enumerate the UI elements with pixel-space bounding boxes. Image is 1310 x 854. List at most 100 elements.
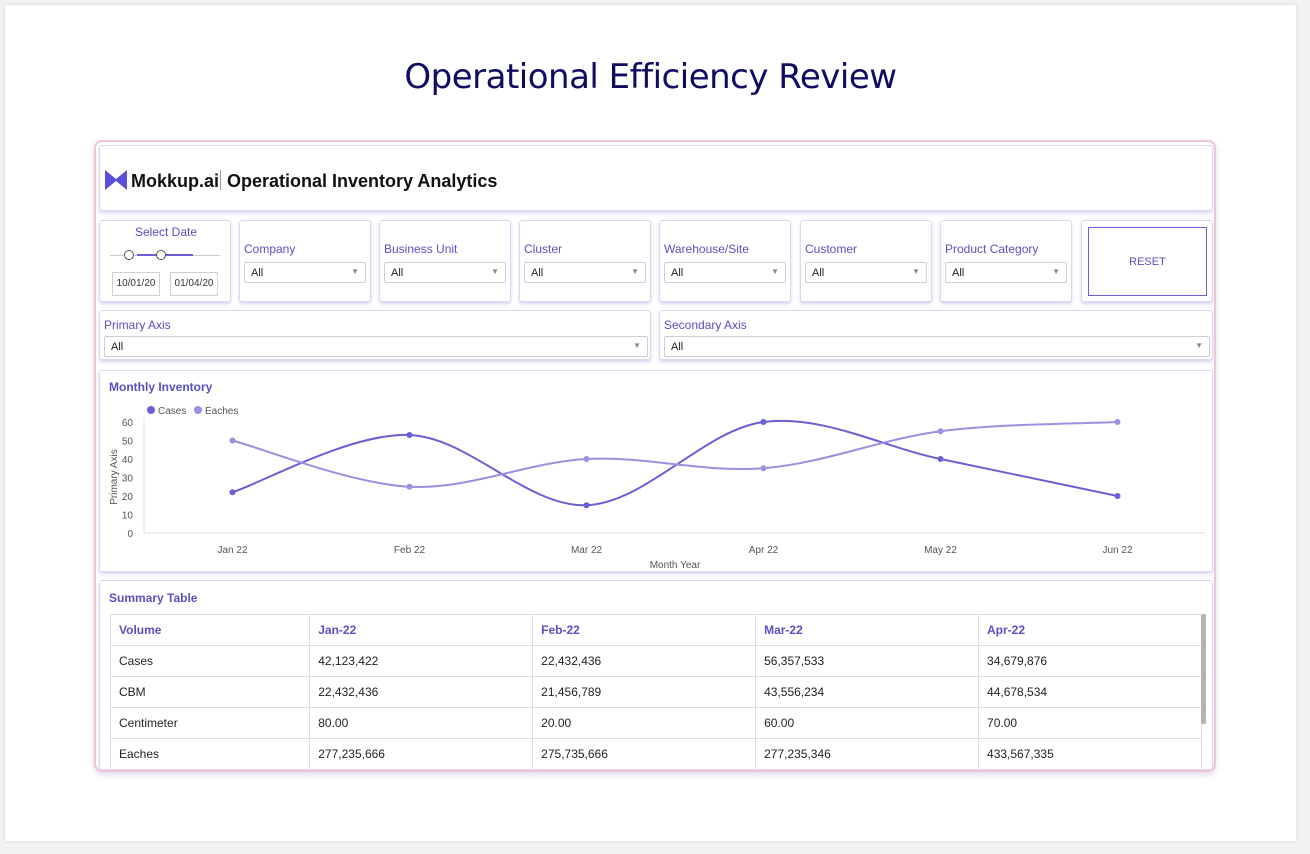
table-scrollbar[interactable] [1201, 614, 1206, 724]
chevron-down-icon: ▼ [633, 341, 641, 350]
reset-card: RESET [1081, 220, 1213, 302]
primary-axis-select[interactable]: All ▼ [104, 336, 648, 357]
business-unit-filter-card: Business Unit All ▼ [379, 220, 511, 302]
table-cell: 275,735,666 [532, 738, 757, 769]
table-cell: CBM [109, 676, 311, 708]
business-unit-select-value: All [391, 267, 404, 279]
data-point-eaches [1114, 419, 1121, 425]
data-point-eaches [229, 437, 236, 444]
warehouse-select-value: All [671, 267, 684, 279]
table-cell: 433,567,335 [978, 738, 1202, 769]
x-tick-label: Jan 22 [217, 545, 247, 556]
chart-title: Monthly Inventory [109, 380, 213, 394]
table-cell: 42,123,422 [309, 645, 534, 677]
end-date-input[interactable]: 01/04/20 [170, 272, 218, 296]
date-slider-start-handle[interactable] [124, 250, 134, 260]
column-header[interactable]: Feb-22 [532, 614, 757, 646]
data-point-cases [229, 489, 236, 496]
x-axis-title: Month Year [650, 560, 701, 571]
chevron-down-icon: ▼ [351, 267, 359, 276]
warehouse-filter-card: Warehouse/Site All ▼ [659, 220, 791, 302]
table-cell: 70.00 [978, 707, 1202, 739]
table-cell: 60.00 [755, 707, 980, 739]
data-point-cases [1114, 493, 1121, 499]
cluster-filter-label: Cluster [524, 242, 563, 256]
cluster-select-value: All [531, 267, 544, 279]
table-cell: 34,679,876 [978, 645, 1202, 677]
legend-label-eaches: Eaches [205, 406, 238, 417]
data-point-cases [937, 456, 944, 462]
summary-table-card: Summary Table Volume Jan-22 Feb-22 Mar-2… [99, 580, 1213, 770]
customer-select[interactable]: All ▼ [805, 262, 927, 283]
date-filter-label: Select Date [134, 225, 198, 239]
company-select-value: All [251, 267, 264, 279]
data-point-cases [406, 431, 413, 438]
dashboard: Mokkup.ai Operational Inventory Analytic… [94, 140, 1216, 772]
table-cell: 80.00 [309, 707, 534, 739]
product-category-select[interactable]: All ▼ [945, 262, 1067, 283]
customer-select-value: All [812, 267, 825, 279]
company-select[interactable]: All ▼ [244, 262, 366, 283]
summary-table-title: Summary Table [109, 591, 198, 605]
secondary-axis-label: Secondary Axis [664, 318, 747, 332]
date-slider-end-handle[interactable] [156, 250, 166, 260]
y-tick-label: 60 [122, 418, 134, 429]
cluster-filter-card: Cluster All ▼ [519, 220, 651, 302]
table-cell: Eaches [109, 738, 311, 769]
secondary-axis-select[interactable]: All ▼ [664, 336, 1210, 357]
app-title: Operational Inventory Analytics [227, 171, 498, 191]
mokkup-logo-icon [105, 170, 127, 190]
column-header[interactable]: Volume [109, 614, 311, 646]
chevron-down-icon: ▼ [912, 267, 920, 276]
monthly-inventory-card: Monthly Inventory 0 10 20 30 40 50 60 Jan 22 Feb… [99, 370, 1213, 572]
table-row: Cases 42,123,422 22,432,436 56,357,533 3… [109, 645, 1202, 677]
date-filter-card: Select Date 10/01/20 01/04/20 [99, 220, 231, 302]
cluster-select[interactable]: All ▼ [524, 262, 646, 283]
data-point-eaches [937, 428, 944, 435]
business-unit-select[interactable]: All ▼ [384, 262, 506, 283]
series-line-eaches [232, 421, 1118, 488]
data-point-cases [583, 502, 590, 509]
table-cell: 56,357,533 [755, 645, 980, 677]
table-cell: Centimeter [109, 707, 311, 739]
table-cell: 43,556,234 [755, 676, 980, 708]
company-filter-card: Company All ▼ [239, 220, 371, 302]
table-cell: 22,432,436 [532, 645, 757, 677]
data-point-cases [760, 419, 767, 425]
dashboard-header: Mokkup.ai Operational Inventory Analytic… [99, 145, 1213, 211]
product-category-filter-card: Product Category All ▼ [940, 220, 1072, 302]
primary-axis-label: Primary Axis [104, 318, 171, 332]
column-header[interactable]: Mar-22 [755, 614, 980, 646]
page-title: Operational Efficiency Review [404, 57, 897, 97]
x-tick-label: Mar 22 [571, 545, 603, 556]
table-row: Centimeter 80.00 20.00 60.00 70.00 [109, 707, 1202, 739]
column-header[interactable]: Apr-22 [978, 614, 1202, 646]
table-row: Eaches 277,235,666 275,735,666 277,235,3… [109, 738, 1202, 769]
table-cell: 277,235,346 [755, 738, 980, 769]
data-point-eaches [583, 456, 590, 462]
chevron-down-icon: ▼ [1195, 341, 1203, 350]
business-unit-filter-label: Business Unit [384, 242, 458, 256]
legend-marker-eaches [194, 406, 202, 414]
warehouse-select[interactable]: All ▼ [664, 262, 786, 283]
secondary-axis-select-value: All [671, 341, 684, 353]
header-divider [220, 170, 221, 190]
start-date-input[interactable]: 10/01/20 [112, 272, 160, 296]
table-header-row: Volume Jan-22 Feb-22 Mar-22 Apr-22 [109, 614, 1202, 646]
table-cell: 21,456,789 [532, 676, 757, 708]
x-tick-label: Apr 22 [749, 545, 779, 556]
x-tick-label: May 22 [924, 545, 957, 556]
company-filter-label: Company [244, 242, 296, 256]
reset-button[interactable]: RESET [1088, 227, 1207, 296]
chevron-down-icon: ▼ [631, 267, 639, 276]
x-tick-label: Jun 22 [1102, 545, 1132, 556]
table-cell: Cases [109, 645, 311, 677]
chevron-down-icon: ▼ [1052, 267, 1060, 276]
series-line-cases [232, 419, 1118, 507]
y-tick-label: 10 [122, 511, 134, 522]
primary-axis-select-value: All [111, 341, 124, 353]
column-header[interactable]: Jan-22 [309, 614, 534, 646]
product-category-select-value: All [952, 267, 965, 279]
x-tick-label: Feb 22 [394, 545, 426, 556]
chevron-down-icon: ▼ [771, 267, 779, 276]
